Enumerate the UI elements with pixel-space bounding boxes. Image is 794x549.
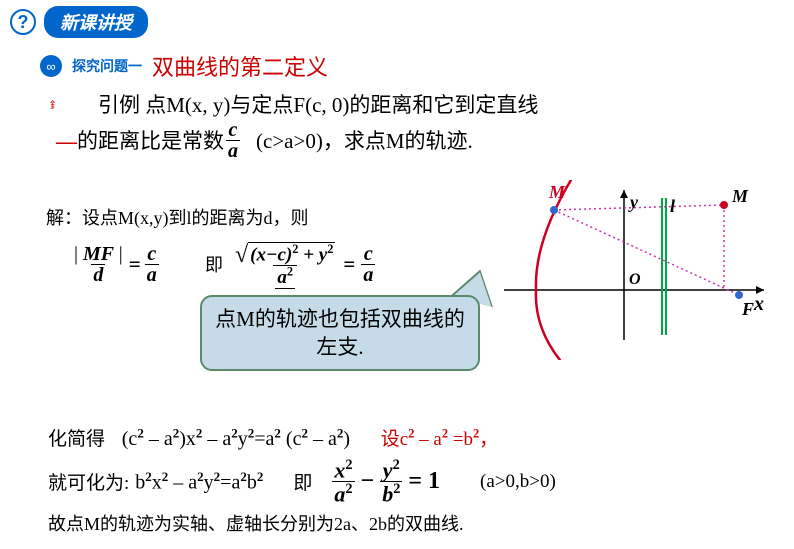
eq1-rnum: c [147, 243, 156, 265]
final-equation: x2 a2 − y2 b2 = 1 [332, 458, 440, 506]
label-M2: M [731, 186, 749, 206]
red-dash: — [56, 126, 75, 156]
subheader: ∞ 探究问题一 双曲线的第二定义 [0, 44, 794, 88]
label-l: l [670, 196, 675, 216]
label-x: x [753, 293, 764, 315]
question-icon: ? [10, 9, 36, 35]
label-O: O [629, 271, 641, 288]
eq1-rden: a [147, 264, 157, 286]
line6-cond: (a>0,b>0) [480, 471, 556, 493]
lesson-title: 新课讲授 [44, 6, 148, 38]
line6-prefix: 就可化为: [48, 468, 129, 495]
binoculars-icon: ∞ [40, 55, 62, 77]
equation-1: | MF | d = c a [72, 244, 159, 285]
callout-bubble: 点M的轨迹也包括双曲线的左支. [200, 295, 480, 371]
lesson-header: ? 新课讲授 [0, 0, 794, 44]
intro-line2a: 的距离比是常数 [77, 126, 224, 156]
eq1-den: d [93, 264, 103, 286]
line5-prefix: 化简得 [48, 429, 105, 450]
topic-title: 双曲线的第二定义 [152, 50, 328, 82]
eq2-rden: a [363, 264, 373, 286]
simplify-line: 化简得 (c2 – a2)x2 – a2y2=a2 (c2 – a2) 设c2 … [48, 424, 498, 451]
subheader-title: 探究问题一 [72, 56, 142, 76]
eq2-rnum: c [364, 243, 373, 265]
intro-block: 釒 引例 点M(x, y)与定点F(c, 0)的距离和它到定直线 — 的距离比是… [0, 88, 794, 161]
hyperbola-diagram: M M y l O F x [494, 180, 774, 360]
conclusion-line: 故点M的轨迹为实轴、虚轴长分别为2a、2b的双曲线. [48, 510, 464, 536]
intro-line2b: (c>a>0)，求点M的轨迹. [256, 126, 473, 156]
label-y: y [628, 192, 639, 212]
intro-line1: 引例 点M(x, y)与定点F(c, 0)的距离和它到定直线 [56, 90, 734, 120]
eq2-ji: 即 [205, 251, 223, 277]
diagram-svg: M M y l O F x [494, 180, 774, 360]
equation-2: 即 √(x−c)2 + y2 a2 = c a [205, 241, 375, 287]
intro-line2: — 的距离比是常数 c a (c>a>0)，求点M的轨迹. [56, 120, 734, 161]
label-M1: M [548, 182, 566, 202]
result-line: 就可化为: b2x2 – a2y2=a2b2 即 x2 a2 − y2 b2 =… [48, 458, 556, 506]
fraction-ca: c a [226, 120, 240, 161]
frac-den: a [226, 140, 240, 161]
eq1-eq: = [129, 252, 141, 277]
line6-ji: 即 [293, 468, 312, 495]
gloss-char: 釒 [50, 98, 59, 111]
label-F: F [741, 299, 754, 319]
solution-label: 解：设点M(x,y)到l的距离为d，则 [46, 204, 309, 230]
frac-num: c [227, 120, 240, 140]
eq2-eq: = [343, 252, 355, 277]
